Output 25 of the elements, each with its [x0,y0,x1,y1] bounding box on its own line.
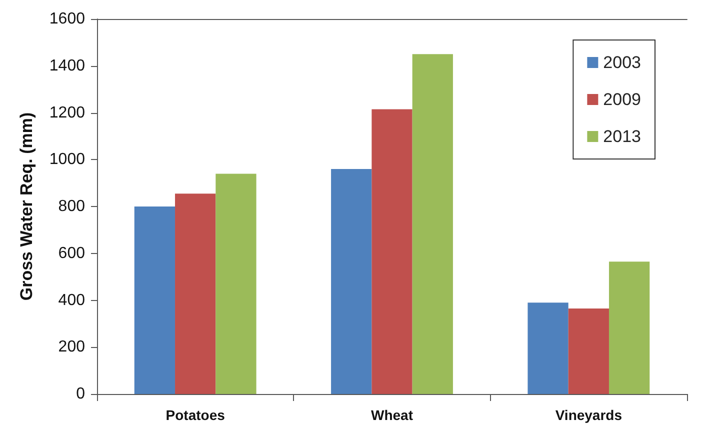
x-tick-label: Potatoes [166,407,226,423]
bar [372,109,412,394]
y-tick-label: 1600 [49,10,86,28]
y-tick-label: 1000 [49,151,86,168]
bar [608,262,650,394]
bar [331,169,372,394]
legend-label: 2009 [603,90,642,109]
bar [528,302,568,394]
y-tick-label: 1200 [49,104,86,122]
bar [412,54,453,394]
bar [216,174,256,394]
legend-label: 2013 [603,127,642,146]
bar [134,206,176,394]
y-tick-label: 0 [76,386,86,402]
x-tick-label: Wheat [371,407,414,423]
y-tick-label: 200 [58,338,86,356]
y-tick-label: 600 [58,244,86,262]
bar [175,194,216,394]
y-tick-label: 400 [58,292,86,309]
y-tick-label: 800 [58,198,86,215]
bar [568,308,609,394]
x-tick-label: Vineyards [555,407,622,423]
y-tick-label: 1400 [49,57,86,74]
legend-label: 2003 [603,53,642,72]
y-axis-title: Gross Water Req. (mm) [17,112,36,301]
